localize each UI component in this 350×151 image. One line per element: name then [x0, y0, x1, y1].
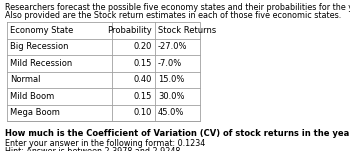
Text: How much is the Coefficient of Variation (CV) of stock returns in the year 2023?: How much is the Coefficient of Variation…: [5, 129, 350, 138]
Text: 30.0%: 30.0%: [158, 92, 184, 101]
Text: Big Recession: Big Recession: [10, 42, 69, 51]
Text: 45.0%: 45.0%: [158, 108, 184, 117]
Text: Economy State: Economy State: [10, 26, 74, 35]
Text: -7.0%: -7.0%: [158, 59, 182, 68]
Text: Also provided are the Stock return estimates in each of those five economic stat: Also provided are the Stock return estim…: [5, 11, 341, 20]
Text: Mega Boom: Mega Boom: [10, 108, 60, 117]
Text: -27.0%: -27.0%: [158, 42, 188, 51]
Text: Probability: Probability: [107, 26, 152, 35]
Text: 15.0%: 15.0%: [158, 75, 184, 84]
Text: Stock Returns: Stock Returns: [158, 26, 216, 35]
Text: Normal: Normal: [10, 75, 41, 84]
Text: 0.20: 0.20: [134, 42, 152, 51]
Text: Hint: Answer is between 2.3978 and 2.9248: Hint: Answer is between 2.3978 and 2.924…: [5, 147, 180, 151]
Text: 0.40: 0.40: [134, 75, 152, 84]
Text: 0.10: 0.10: [134, 108, 152, 117]
Text: Enter your answer in the following format: 0.1234: Enter your answer in the following forma…: [5, 139, 205, 148]
Text: 0.15: 0.15: [134, 92, 152, 101]
Text: Mild Boom: Mild Boom: [10, 92, 54, 101]
Text: Mild Recession: Mild Recession: [10, 59, 72, 68]
Text: Researchers forecast the possible five economy states and their probabilities fo: Researchers forecast the possible five e…: [5, 3, 350, 12]
Text: 0.15: 0.15: [134, 59, 152, 68]
